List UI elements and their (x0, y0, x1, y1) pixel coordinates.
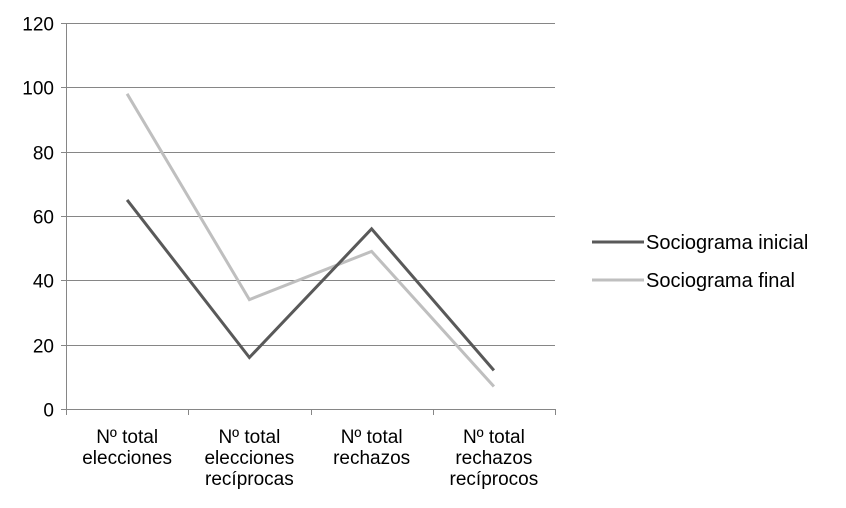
y-axis-tick-labels: 0 20 40 60 80 100 120 (22, 15, 54, 422)
y-tick-label-60: 60 (33, 208, 54, 229)
legend: Sociograma inicial Sociograma final (592, 232, 808, 292)
y-tick-label-120: 120 (22, 15, 54, 36)
x-category-label-1: Nº total elecciones (82, 427, 172, 469)
y-tick-label-0: 0 (43, 401, 54, 422)
y-tick-label-40: 40 (33, 272, 54, 293)
x-category-label-3: Nº total rechazos (333, 427, 410, 469)
y-tick-label-100: 100 (22, 79, 54, 100)
series-line-1 (125, 198, 496, 372)
y-tick-label-20: 20 (33, 337, 54, 358)
legend-label-1: Sociograma inicial (646, 232, 808, 254)
gridlines (66, 23, 555, 346)
y-tick-label-80: 80 (33, 144, 54, 165)
series-lines (125, 93, 496, 388)
x-axis-category-labels: Nº total elecciones Nº total elecciones recí… (82, 427, 538, 490)
axes (61, 23, 556, 415)
x-category-label-2: Nº total elecciones recíprocas (204, 427, 294, 490)
legend-label-2: Sociograma final (646, 270, 795, 292)
series-line-2 (125, 93, 496, 388)
x-category-label-4: Nº total rechazos recíprocos (450, 427, 539, 490)
